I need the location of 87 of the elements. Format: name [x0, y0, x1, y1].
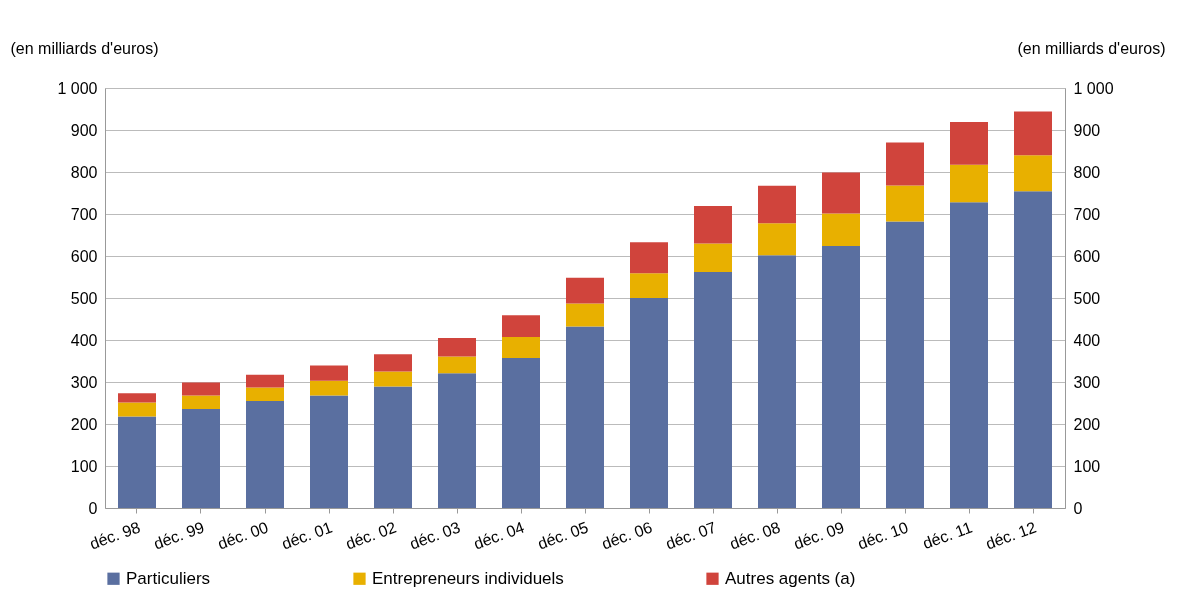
bar [310, 395, 348, 508]
bar [822, 213, 860, 246]
y-tick-label: 100 [70, 457, 98, 475]
y2-tick-label: 100 [1073, 457, 1101, 475]
bar [566, 326, 604, 508]
y-tick-label: 200 [70, 415, 98, 433]
y2-tick-label: 600 [1073, 247, 1101, 265]
x-tick-label: déc. 99 [151, 518, 207, 553]
y2-tick-label: 900 [1073, 121, 1101, 139]
bar [246, 400, 284, 508]
bar [438, 373, 476, 508]
x-tick-label: déc. 08 [727, 518, 783, 553]
bar [694, 243, 732, 272]
legend-label: Entrepreneurs individuels [372, 568, 564, 588]
bar [694, 206, 732, 244]
x-tick-label: déc. 09 [791, 518, 847, 553]
y2-tick-label: 1 000 [1073, 79, 1114, 97]
legend-label: Autres agents (a) [725, 568, 856, 588]
y-tick-label: 800 [70, 163, 98, 181]
y2-tick-label: 300 [1073, 373, 1101, 391]
bar [950, 202, 988, 508]
x-tick-label: déc. 12 [983, 518, 1039, 553]
x-tick-label: déc. 01 [279, 518, 335, 553]
y2-tick-label: 700 [1073, 205, 1101, 223]
bar [502, 315, 540, 338]
bar [182, 382, 220, 396]
bar [438, 356, 476, 374]
y2-tick-label: 800 [1073, 163, 1101, 181]
bar [758, 255, 796, 508]
bar [438, 337, 476, 357]
bar [118, 402, 156, 417]
bar [118, 393, 156, 403]
y-tick-label: 900 [70, 121, 98, 139]
x-tick-label: déc. 98 [87, 518, 143, 553]
bar [566, 303, 604, 327]
bar [246, 374, 284, 388]
bar [310, 380, 348, 396]
x-tick-label: déc. 03 [407, 518, 463, 553]
y-tick-label: 300 [70, 373, 98, 391]
y2-tick-label: 500 [1073, 289, 1101, 307]
bar [502, 337, 540, 359]
bar [246, 387, 284, 401]
y2-tick-label: 200 [1073, 415, 1101, 433]
bar [182, 395, 220, 409]
bar [822, 245, 860, 508]
bar [310, 365, 348, 381]
y-tick-label: 500 [70, 289, 98, 307]
y-axis-title: (en milliards d'euros) [10, 39, 159, 57]
bar [502, 358, 540, 508]
x-tick-label: déc. 06 [599, 518, 655, 553]
y-tick-label: 0 [88, 499, 98, 517]
bar [694, 271, 732, 508]
bar [1014, 111, 1052, 156]
bar [630, 273, 668, 298]
bar [118, 416, 156, 508]
bar [1014, 191, 1052, 508]
x-tick-label: déc. 00 [215, 518, 271, 553]
bar [886, 221, 924, 508]
bar [630, 298, 668, 508]
bar [822, 172, 860, 214]
bar [630, 242, 668, 274]
y2-tick-label: 0 [1073, 499, 1083, 517]
x-tick-label: déc. 10 [855, 518, 911, 553]
bar [1014, 155, 1052, 192]
bar [758, 185, 796, 224]
y-tick-label: 700 [70, 205, 98, 223]
bar [758, 223, 796, 256]
bar [950, 122, 988, 165]
x-tick-label: déc. 05 [535, 518, 591, 553]
y-tick-label: 1 000 [57, 79, 98, 97]
legend-label: Particuliers [126, 568, 211, 588]
bar [374, 371, 412, 387]
x-tick-label: déc. 04 [471, 518, 527, 553]
bar [566, 277, 604, 304]
x-tick-label: déc. 07 [663, 518, 719, 553]
bar [886, 142, 924, 186]
y-tick-label: 600 [70, 247, 98, 265]
bar [182, 408, 220, 508]
x-tick-label: déc. 02 [343, 518, 399, 553]
bar [374, 386, 412, 508]
y2-tick-label: 400 [1073, 331, 1101, 349]
x-tick-label: déc. 11 [920, 518, 975, 553]
bar [950, 164, 988, 203]
bar [886, 185, 924, 222]
bar [374, 354, 412, 372]
y2-axis-title: (en milliards d'euros) [1017, 39, 1166, 57]
y-tick-label: 400 [70, 331, 98, 349]
